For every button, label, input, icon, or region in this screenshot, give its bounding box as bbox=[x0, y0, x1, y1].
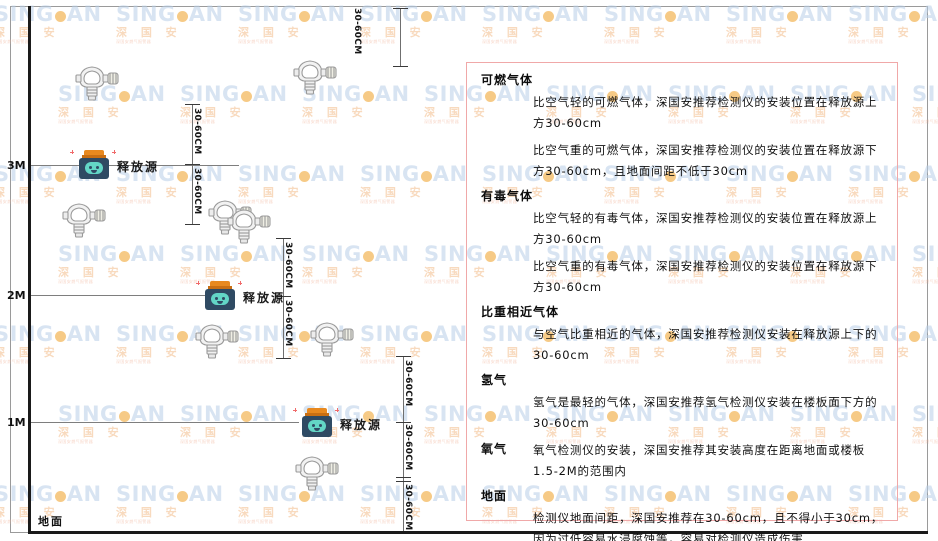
level-line-1m bbox=[31, 422, 299, 423]
release-source-icon bbox=[77, 150, 111, 180]
gas-detector-icon bbox=[57, 199, 111, 239]
dimension-label: 30-60CM bbox=[352, 8, 362, 55]
spark-icon bbox=[293, 408, 297, 412]
dimension-label: 30-60CM bbox=[283, 242, 293, 289]
release-source-label: 释放源 bbox=[340, 418, 383, 432]
axis-label-2m: 2M bbox=[7, 289, 26, 302]
dimension-tick bbox=[396, 356, 411, 357]
dimension-line-right bbox=[403, 356, 404, 531]
panel-paragraph: 氧气 氧气检测仪的安装，深国安推荐其安装高度在距离地面或楼板1.5-2M的范围内 bbox=[481, 442, 866, 478]
gas-detector-icon bbox=[288, 56, 342, 96]
panel-paragraph: 比空气重的可燃气体，深国安推荐检测仪的安装位置在释放源下方30-60cm，且地面… bbox=[533, 143, 878, 178]
release-source-label: 释放源 bbox=[117, 160, 160, 174]
panel-paragraph: 比空气轻的有毒气体，深国安推荐检测仪的安装位置在释放源上方30-60cm bbox=[533, 211, 878, 246]
vertical-axis bbox=[28, 6, 31, 533]
dimension-tick bbox=[396, 477, 411, 478]
dimension-label: 30-60CM bbox=[283, 300, 293, 347]
dimension-label: 30-60CM bbox=[192, 108, 202, 155]
panel-section-heading: 地面 bbox=[481, 489, 508, 503]
spark-icon bbox=[70, 150, 74, 154]
dimension-tick bbox=[276, 358, 291, 359]
dimension-tick bbox=[185, 224, 200, 225]
gas-detector-icon bbox=[222, 205, 276, 245]
gas-detector-icon bbox=[305, 318, 359, 358]
panel-paragraph: 比空气轻的可燃气体，深国安推荐检测仪的安装位置在释放源上方30-60cm bbox=[533, 95, 878, 130]
release-source-icon bbox=[203, 281, 237, 311]
spark-icon bbox=[335, 408, 339, 412]
dimension-tick bbox=[276, 238, 291, 239]
dimension-label: 30-60CM bbox=[192, 168, 202, 215]
gas-detector-icon bbox=[290, 452, 344, 492]
panel-section: 可燃气体比空气轻的可燃气体，深国安推荐检测仪的安装位置在释放源上方30-60cm… bbox=[481, 72, 885, 182]
dimension-tick bbox=[393, 8, 408, 9]
dimension-tick bbox=[396, 481, 411, 482]
release-source-label: 释放源 bbox=[243, 291, 286, 305]
panel-paragraph: 检测仪地面间距，深国安推荐在30-60cm，且不得小于30cm，因为过低容易水浸… bbox=[533, 511, 884, 541]
panel-paragraph: 与空气比重相近的气体，深国安推荐检测仪安装在释放源上下的30-60cm bbox=[533, 327, 878, 362]
dimension-tick bbox=[396, 422, 411, 423]
panel-paragraph: 比空气重的有毒气体，深国安推荐检测仪的安装位置在释放源下方30-60cm bbox=[533, 259, 878, 294]
spark-icon bbox=[112, 150, 116, 154]
diagram-frame bbox=[10, 6, 928, 533]
axis-label-3m: 3M bbox=[7, 159, 26, 172]
dimension-label: 30-60CM bbox=[403, 484, 413, 531]
info-panel: 可燃气体比空气轻的可燃气体，深国安推荐检测仪的安装位置在释放源上方30-60cm… bbox=[466, 62, 898, 541]
panel-section: 氢气氢气是最轻的气体，深国安推荐氢气检测仪安装在楼板面下方的30-60cm bbox=[481, 372, 885, 434]
ground-label: 地面 bbox=[38, 515, 64, 528]
dimension-label: 30-60CM bbox=[403, 360, 413, 407]
panel-section-heading: 有毒气体 bbox=[481, 189, 534, 203]
dimension-line-top bbox=[400, 8, 401, 66]
panel-section-heading: 可燃气体 bbox=[481, 73, 534, 87]
dimension-tick bbox=[393, 66, 408, 67]
panel-section: 地面检测仪地面间距，深国安推荐在30-60cm，且不得小于30cm，因为过低容易… bbox=[481, 488, 885, 541]
dimension-tick bbox=[185, 104, 200, 105]
panel-paragraph: 氢气是最轻的气体，深国安推荐氢气检测仪安装在楼板面下方的30-60cm bbox=[533, 395, 878, 430]
spark-icon bbox=[196, 281, 200, 285]
panel-section-heading: 比重相近气体 bbox=[481, 305, 560, 319]
gas-detector-icon bbox=[70, 62, 124, 102]
dimension-label: 30-60CM bbox=[403, 424, 413, 471]
dimension-tick bbox=[185, 164, 200, 165]
panel-section-heading: 氢气 bbox=[481, 373, 508, 387]
panel-section: 氧气 氧气检测仪的安装，深国安推荐其安装高度在距离地面或楼板1.5-2M的范围内 bbox=[481, 440, 885, 482]
gas-detector-icon bbox=[190, 320, 244, 360]
level-line-2m bbox=[31, 295, 205, 296]
panel-section: 有毒气体比空气轻的有毒气体，深国安推荐检测仪的安装位置在释放源上方30-60cm… bbox=[481, 188, 885, 298]
dimension-tick bbox=[276, 296, 291, 297]
panel-section-heading: 氧气 bbox=[481, 442, 508, 456]
spark-icon bbox=[238, 281, 242, 285]
level-line-3m bbox=[31, 165, 239, 166]
axis-label-1m: 1M bbox=[7, 416, 26, 429]
release-source-icon bbox=[300, 408, 334, 438]
panel-section: 比重相近气体与空气比重相近的气体，深国安推荐检测仪安装在释放源上下的30-60c… bbox=[481, 304, 885, 366]
dimension-line-center bbox=[283, 238, 284, 358]
ground-axis bbox=[28, 531, 928, 534]
